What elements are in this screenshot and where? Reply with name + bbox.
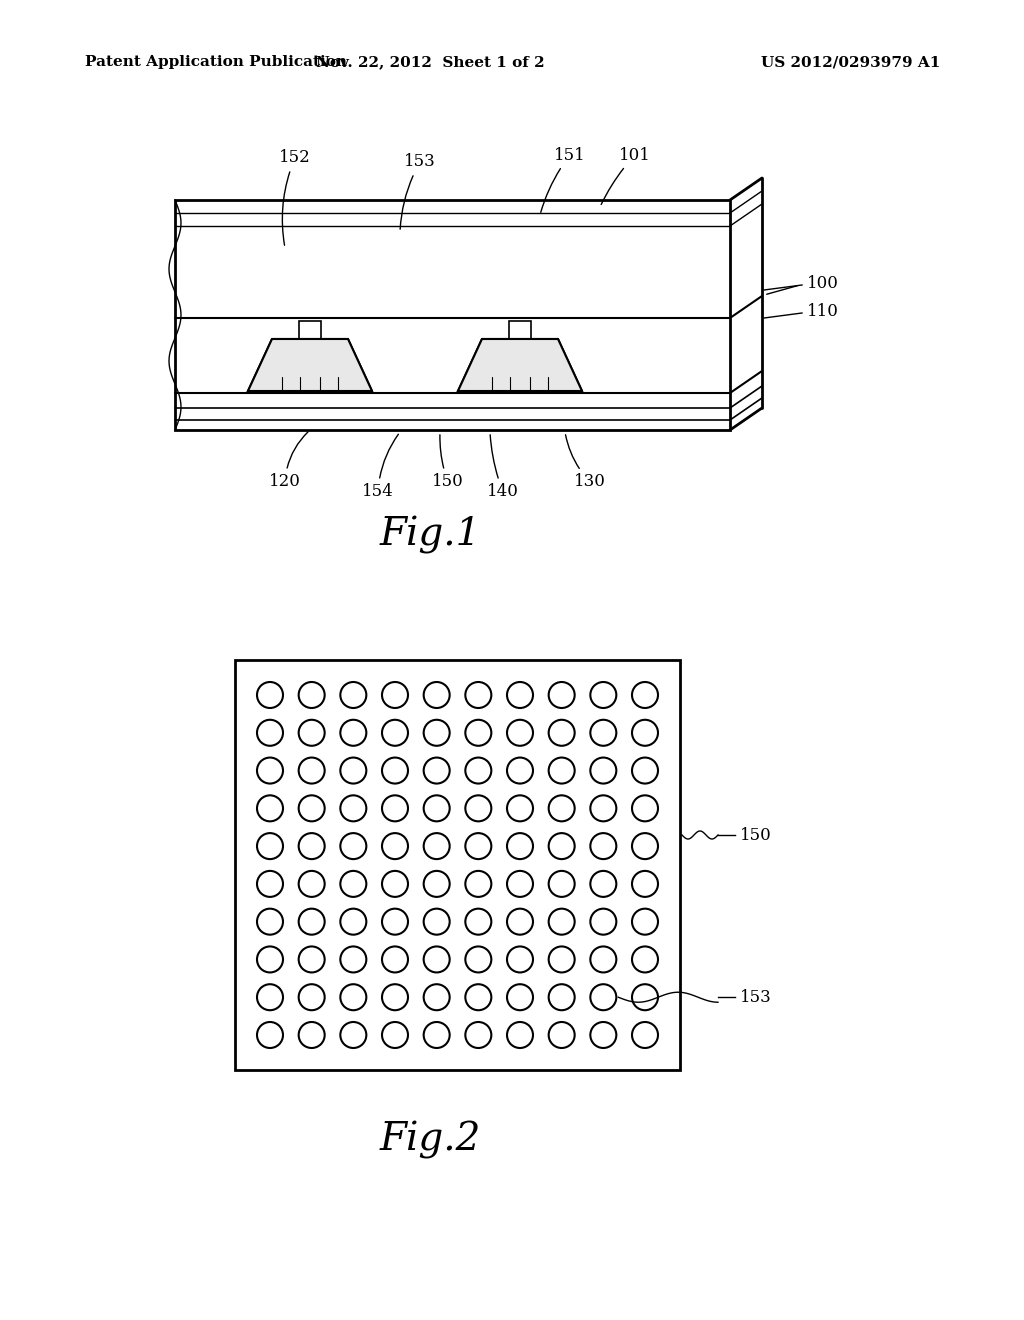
Polygon shape bbox=[248, 339, 372, 391]
Text: 153: 153 bbox=[740, 989, 772, 1006]
Text: 100: 100 bbox=[807, 275, 839, 292]
Text: Patent Application Publication: Patent Application Publication bbox=[85, 55, 347, 69]
Text: 120: 120 bbox=[269, 432, 308, 491]
Text: 110: 110 bbox=[807, 302, 839, 319]
Text: 150: 150 bbox=[432, 434, 464, 491]
Bar bbox=[234, 660, 680, 1071]
Text: 101: 101 bbox=[601, 147, 651, 205]
Bar bbox=[299, 321, 321, 339]
Polygon shape bbox=[458, 339, 582, 391]
Text: Fig.2: Fig.2 bbox=[379, 1121, 480, 1159]
Text: US 2012/0293979 A1: US 2012/0293979 A1 bbox=[761, 55, 940, 69]
Text: 153: 153 bbox=[400, 153, 436, 230]
Text: 130: 130 bbox=[565, 434, 606, 491]
Text: Fig.1: Fig.1 bbox=[379, 516, 480, 554]
Text: 152: 152 bbox=[280, 149, 311, 246]
Text: 150: 150 bbox=[740, 826, 772, 843]
Bar bbox=[509, 321, 531, 339]
Text: Nov. 22, 2012  Sheet 1 of 2: Nov. 22, 2012 Sheet 1 of 2 bbox=[315, 55, 545, 69]
Text: 154: 154 bbox=[362, 434, 398, 500]
Bar bbox=[175, 201, 730, 430]
Text: 151: 151 bbox=[541, 147, 586, 213]
Text: 140: 140 bbox=[487, 434, 519, 500]
